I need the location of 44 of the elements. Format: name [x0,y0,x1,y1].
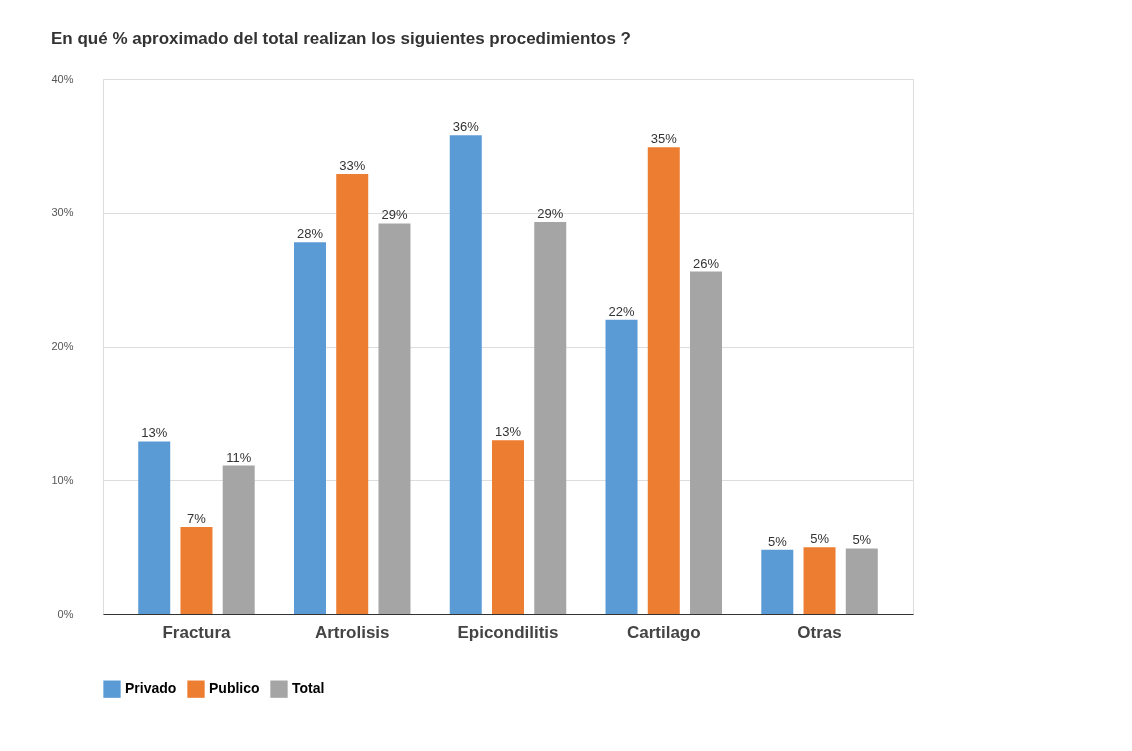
x-tick-label: Epicondilitis [457,622,559,642]
x-tick-label: Cartilago [626,622,701,642]
data-label: 33% [339,157,366,173]
x-tick-label: Otras [797,622,842,642]
legend-label: Privado [125,680,177,697]
x-tick-label: Artrolisis [314,622,390,642]
bar [449,135,482,614]
data-label: 13% [141,425,168,441]
x-tick-label: Fractura [162,622,232,642]
data-label: 13% [494,424,522,440]
data-label: 5% [810,531,830,547]
data-label: 35% [650,131,678,147]
y-tick-label: 30% [51,206,74,219]
bar [534,222,567,614]
legend-label: Total [292,680,325,697]
y-tick-label: 10% [51,473,74,486]
y-tick-label: 0% [57,607,74,620]
data-label: 26% [693,255,720,271]
data-label: 29% [381,207,408,223]
bar [803,547,836,614]
bar [378,223,411,614]
bar [222,465,255,614]
y-tick-label: 20% [51,340,74,352]
chart-title: En qué % aproximado del total realizan los siguientes procedimientos ? [50,29,631,48]
bar [647,147,680,614]
bar [605,319,638,614]
data-label: 29% [537,206,564,222]
data-label: 28% [296,226,324,242]
bar [761,549,794,614]
data-label: 5% [852,532,872,548]
bar [845,548,878,614]
bar [293,242,326,614]
data-label: 7% [187,511,207,527]
data-label: 22% [608,303,635,319]
bar [180,527,213,614]
data-label: 11% [226,449,252,465]
y-tick-label: 40% [51,72,74,85]
legend-label: Publico [209,680,260,697]
bar [336,173,369,614]
bar [492,440,524,614]
bar [138,441,171,614]
bar [690,271,723,614]
data-label: 36% [452,119,480,135]
data-label: 5% [767,533,788,549]
